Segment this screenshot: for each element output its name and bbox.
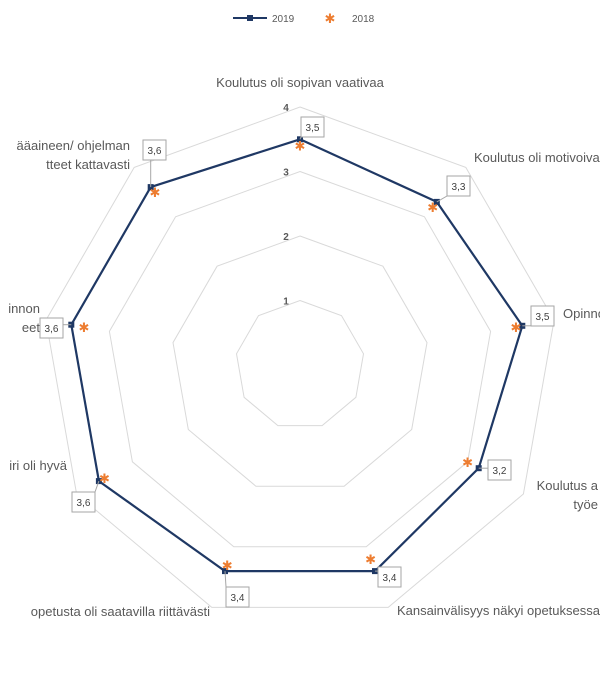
data-label: 3,6 bbox=[77, 498, 91, 509]
series-2018-point: ✱ bbox=[295, 139, 306, 154]
tick-label-1: 1 bbox=[283, 297, 289, 308]
category-label: opetusta oli saatavilla riittävästi bbox=[31, 604, 210, 619]
tick-label-2: 2 bbox=[283, 232, 289, 243]
category-label-line: opetusta oli saatavilla riittävästi bbox=[31, 604, 210, 619]
data-label-box bbox=[71, 491, 96, 513]
legend-marker-2019 bbox=[247, 15, 253, 21]
category-label-line: tteet kattavasti bbox=[46, 157, 130, 172]
tick-label-4: 4 bbox=[283, 103, 289, 114]
data-label-box bbox=[487, 459, 512, 481]
category-label-line: Koulutus a bbox=[537, 478, 599, 493]
data-label: 3,6 bbox=[148, 146, 162, 157]
category-label-line: Koulutus oli motivoivaa bbox=[474, 150, 600, 165]
category-label: Koulutus a työe bbox=[537, 478, 599, 512]
category-label: ääaineen/ ohjelman tteet kattavasti bbox=[17, 138, 131, 172]
legend-label-2018: 2018 bbox=[352, 14, 375, 25]
data-label-box bbox=[300, 116, 325, 138]
data-label-box bbox=[377, 566, 402, 588]
legend-marker-2018: ✱ bbox=[325, 11, 336, 26]
series-2018-point: ✱ bbox=[427, 200, 438, 215]
series-2018-point: ✱ bbox=[79, 320, 90, 335]
category-label-line: iri oli hyvä bbox=[9, 458, 68, 473]
category-labels: Koulutus oli sopivan vaativaa Koulutus ol… bbox=[8, 75, 600, 619]
category-label-line: työe bbox=[573, 497, 598, 512]
category-label-line: eet bbox=[22, 320, 40, 335]
data-label: 3,4 bbox=[383, 573, 397, 584]
data-label-leader bbox=[94, 480, 100, 493]
category-label-line: Opinnot bbox=[563, 306, 600, 321]
series-2018: ✱ ✱ ✱ ✱ ✱ ✱ ✱ ✱ ✱ bbox=[79, 139, 522, 573]
grid-ring-2 bbox=[172, 235, 428, 487]
data-label-box bbox=[142, 139, 167, 161]
grid-ring-3 bbox=[108, 170, 492, 548]
category-label-line: ääaineen/ ohjelman bbox=[17, 138, 130, 153]
data-label-box bbox=[39, 317, 64, 339]
data-label-box bbox=[530, 305, 555, 327]
category-label-line: innon bbox=[8, 301, 40, 316]
category-label: Kansainvälisyys näkyi opetuksessa bbox=[397, 603, 600, 618]
series-2019 bbox=[68, 136, 526, 575]
data-label: 3,6 bbox=[45, 324, 59, 335]
series-2018-point: ✱ bbox=[149, 185, 160, 200]
data-label: 3,5 bbox=[536, 312, 550, 323]
legend: 2019 ✱ 2018 bbox=[233, 11, 375, 26]
data-label-box bbox=[225, 586, 250, 608]
data-label: 3,5 bbox=[306, 123, 320, 134]
grid-ring-4 bbox=[45, 106, 555, 608]
category-label: Opinnot bbox=[563, 306, 600, 321]
category-label: iri oli hyvä bbox=[9, 458, 68, 473]
series-2018-point: ✱ bbox=[462, 455, 473, 470]
series-2018-point: ✱ bbox=[511, 320, 522, 335]
radar-grid bbox=[45, 106, 555, 608]
data-label-leader bbox=[224, 571, 227, 588]
category-label: Koulutus oli motivoivaa bbox=[474, 150, 600, 165]
tick-label-3: 3 bbox=[283, 168, 289, 179]
data-label: 3,2 bbox=[493, 466, 507, 477]
category-label: Koulutus oli sopivan vaativaa bbox=[216, 75, 384, 90]
series-2018-point: ✱ bbox=[365, 552, 376, 567]
data-label-box bbox=[446, 175, 471, 197]
data-label: 3,4 bbox=[231, 593, 245, 604]
radial-tick-labels: 1 2 3 4 bbox=[283, 103, 289, 308]
category-label: innon eet bbox=[8, 301, 40, 335]
series-2019-line bbox=[70, 138, 524, 573]
series-2018-point: ✱ bbox=[99, 471, 110, 486]
data-labels: 3,5 3,3 3,5 3,2 3,4 3,4 3,6 3,6 3,6 bbox=[39, 116, 555, 608]
series-2018-point: ✱ bbox=[222, 558, 233, 573]
grid-ring-1 bbox=[235, 299, 365, 427]
data-label-leader bbox=[436, 195, 448, 203]
category-label-line: Koulutus oli sopivan vaativaa bbox=[216, 75, 384, 90]
data-label: 3,3 bbox=[452, 182, 466, 193]
category-label-line: Kansainvälisyys näkyi opetuksessa bbox=[397, 603, 600, 618]
legend-label-2019: 2019 bbox=[272, 14, 295, 25]
